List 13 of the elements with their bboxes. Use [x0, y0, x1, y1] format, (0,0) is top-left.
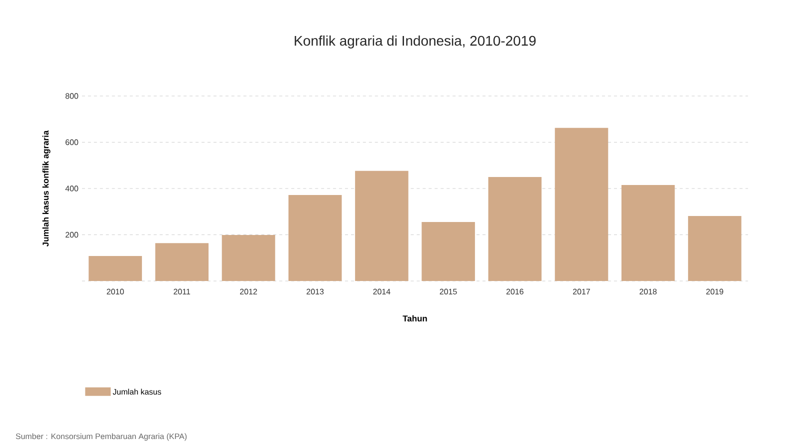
bar: [488, 176, 542, 281]
bar: [355, 170, 408, 281]
bar: [688, 216, 742, 281]
y-axis-title: Jumlah kasus konflik agraria: [42, 130, 50, 246]
chart-title: Konflik agraria di Indonesia, 2010-2019: [294, 35, 536, 48]
bar: [155, 243, 209, 281]
x-axis-title: Tahun: [402, 315, 427, 322]
bar: [222, 234, 276, 281]
bar: [621, 185, 675, 281]
bar: [288, 194, 342, 281]
bar: [554, 128, 608, 281]
bar: [88, 256, 142, 281]
bar: [422, 222, 475, 281]
